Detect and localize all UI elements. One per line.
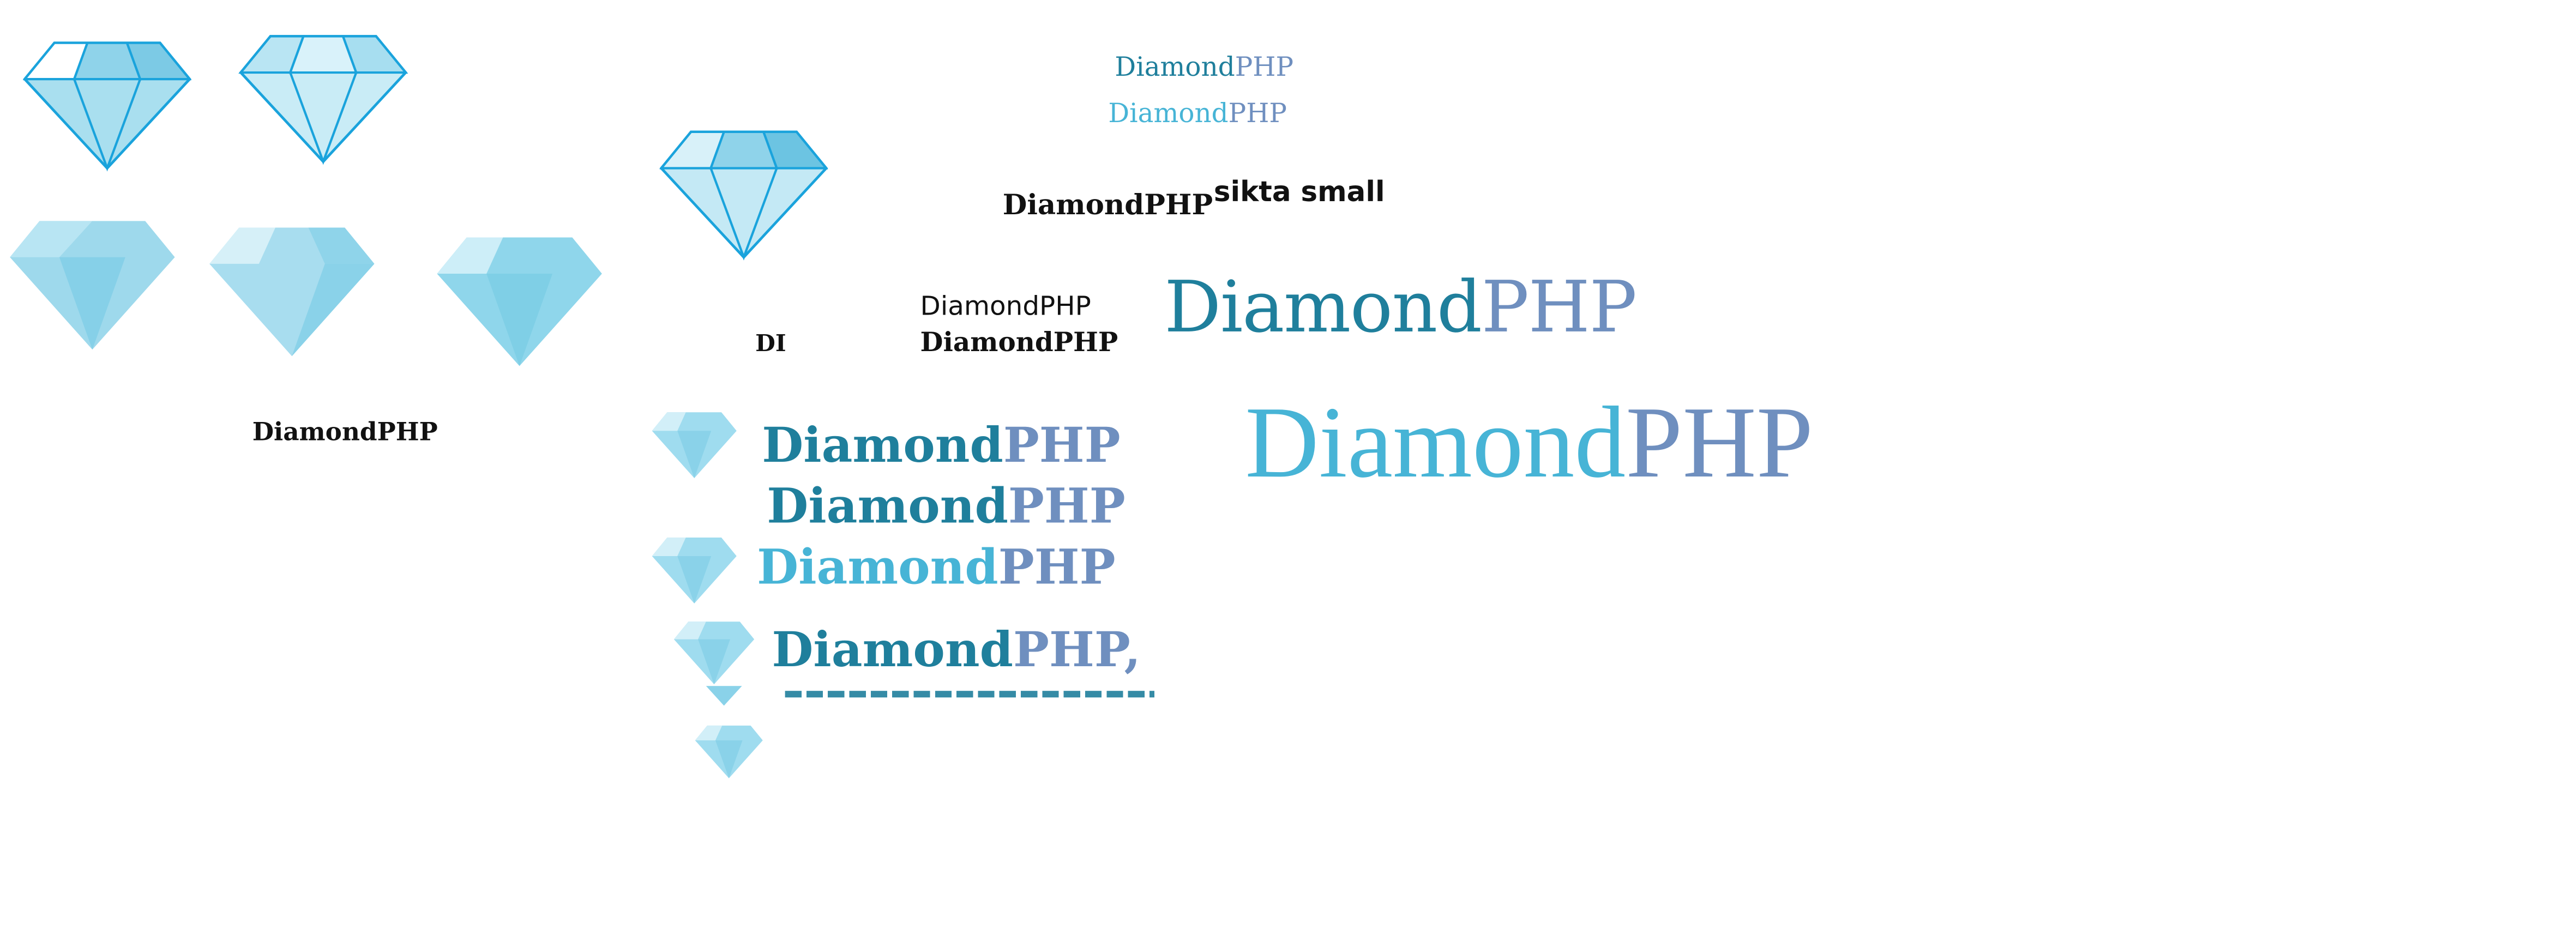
diamond-icon [238, 35, 408, 165]
di-label: DI [755, 331, 786, 358]
diamond-icon [10, 221, 175, 350]
wordmark-diamond: Diamond [767, 478, 1008, 534]
wordmark-diamond: Diamond [1115, 51, 1235, 83]
wordmark-php: PHP [1235, 51, 1294, 83]
wordmark-bold: DiamondPHP [1002, 189, 1213, 223]
wordmark-bold: DiamondPHP [920, 326, 1118, 358]
wordmark-diamond: Diamond [772, 622, 1014, 678]
diamond-caption: DiamondPHP [252, 417, 438, 447]
sikta-small-label: sikta small [1213, 176, 1385, 210]
wordmark-diamond: Diamond [762, 417, 1003, 473]
diamond-icon [659, 130, 828, 261]
wordmark-xlarge: DiamondPHP [1245, 393, 1813, 495]
wordmark-small: DiamondPHP [1115, 53, 1293, 81]
diamond-icon [652, 537, 737, 604]
wordmark-php: PHP [998, 539, 1116, 595]
diamond-icon [695, 725, 763, 779]
wordmark-php: PHP [1008, 478, 1126, 534]
wordmark-regular: DiamondPHP [920, 290, 1091, 322]
wordmark-small: DiamondPHP [1108, 100, 1287, 126]
diamond-icon [437, 237, 602, 366]
wordmark-php: PHP [1481, 267, 1637, 350]
wordmark-large: DiamondPHP [1164, 273, 1637, 345]
wordmark-row: DiamondPHP, [772, 626, 1141, 674]
wordmark-php: PHP [1003, 417, 1121, 473]
wordmark-diamond: Diamond [1245, 387, 1626, 500]
wordmark-row: DiamondPHP [757, 544, 1115, 592]
wordmark-diamond: Diamond [1164, 267, 1482, 350]
wordmark-php: PHP, [1013, 622, 1141, 678]
diamond-icon [673, 622, 755, 685]
wordmark-php: PHP [1626, 387, 1814, 500]
wordmark-diamond: Diamond [1108, 97, 1229, 129]
wordmark-row: DiamondPHP [767, 482, 1125, 531]
diamond-icon [706, 686, 742, 706]
diamond-icon [23, 41, 191, 172]
wordmark-php: PHP [1228, 97, 1287, 129]
diamond-icon [209, 227, 375, 357]
wordmark-diamond: Diamond [757, 539, 998, 595]
clipped-wordmark-fragment [785, 686, 1155, 702]
diamond-icon [652, 412, 737, 479]
wordmark-row: DiamondPHP [762, 421, 1120, 470]
